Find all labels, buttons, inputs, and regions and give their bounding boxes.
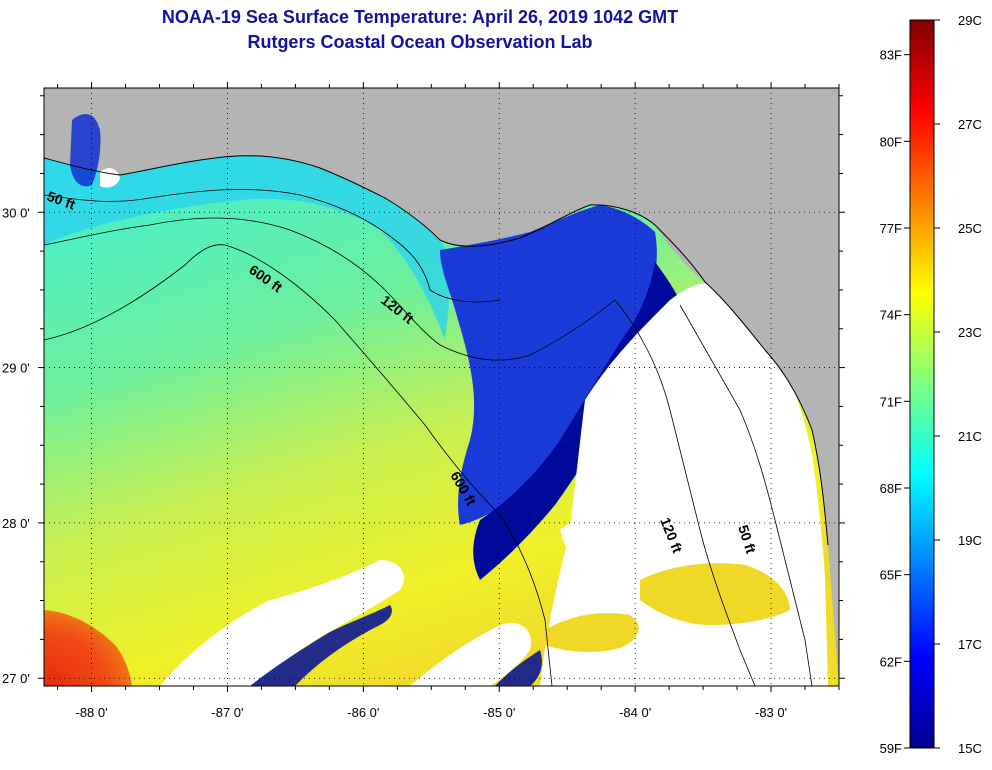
lon-tick-label: -84 0' <box>619 705 651 720</box>
coastal-cool-band <box>44 155 450 340</box>
colorbar-label-f: 83F <box>880 48 902 63</box>
colorbar-label-c: 23C <box>958 325 982 340</box>
map-frame <box>43 87 840 687</box>
lon-tick-label: -86 0' <box>347 705 379 720</box>
lon-tick-label: -85 0' <box>483 705 515 720</box>
contour-120ft-fl <box>614 299 756 686</box>
gulf-cloud-cells <box>160 514 615 686</box>
colorbar-label-c: 19C <box>958 533 982 548</box>
contour-600ft <box>44 244 553 686</box>
florida-land <box>640 88 839 560</box>
map-subtitle: Rutgers Coastal Ocean Observation Lab <box>247 32 593 52</box>
coastline <box>44 155 829 546</box>
lon-tick-label: -88 0' <box>76 705 108 720</box>
lat-tick-label: 29 0' <box>2 361 30 376</box>
colorbar-label-f: 62F <box>880 654 902 669</box>
colorbar-label-c: 15C <box>958 741 982 756</box>
contour-50ft-fl <box>679 304 813 686</box>
colorbar-label-c: 29C <box>958 13 982 28</box>
panhandle-cool-plume <box>70 114 101 187</box>
map-title: NOAA-19 Sea Surface Temperature: April 2… <box>161 7 679 27</box>
colorbar-label-f: 65F <box>880 568 902 583</box>
lon-tick-label: -87 0' <box>211 705 243 720</box>
colorbar-label-f: 80F <box>880 134 902 149</box>
colorbar: 29C 27C 25C 23C 21C 19C 17C 15C 83F 80F 77F 74F 71F 6… <box>880 13 982 756</box>
colorbar-ramp <box>909 19 935 749</box>
colorbar-label-c: 25C <box>958 221 982 236</box>
colorbar-label-f: 77F <box>880 221 902 236</box>
lat-tick-label: 30 0' <box>2 205 30 220</box>
colorbar-label-f: 74F <box>880 308 902 323</box>
colorbar-labels: 29C 27C 25C 23C 21C 19C 17C 15C 83F 80F 77F 74F 71F 6… <box>880 13 982 756</box>
warm-patches-southwest-fl <box>545 563 790 652</box>
warm-sw-water <box>44 610 132 686</box>
colorbar-label-c: 17C <box>958 637 982 652</box>
contour-120ft <box>44 217 616 361</box>
contour-50ft-north <box>44 189 501 303</box>
lat-tick-label: 28 0' <box>2 516 30 531</box>
colorbar-label-f: 68F <box>880 481 902 496</box>
lat-tick-label: 27 0' <box>2 671 30 686</box>
colorbar-label-c: 27C <box>958 117 982 132</box>
axis-ticks: -88 0' -87 0' -86 0' -85 0' -84 0' -83 0' 30 0… <box>2 82 845 720</box>
big-bend-cool-water <box>440 205 657 525</box>
map-plot-area: 50 ft 600 ft 120 ft 600 ft 120 ft 50 ft <box>44 88 839 686</box>
lon-tick-label: -83 0' <box>755 705 787 720</box>
colorbar-label-f: 71F <box>880 394 902 409</box>
cold-pixel-band <box>473 262 682 580</box>
colorbar-label-f: 59F <box>880 741 902 756</box>
colorbar-label-c: 21C <box>958 429 982 444</box>
